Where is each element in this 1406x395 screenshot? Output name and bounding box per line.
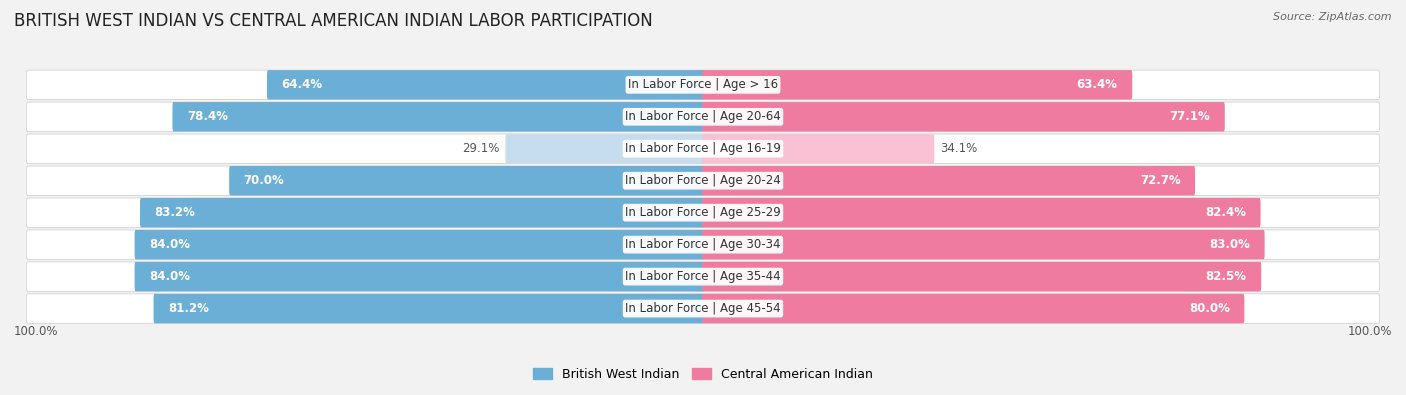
Text: 78.4%: 78.4% xyxy=(187,110,228,123)
FancyBboxPatch shape xyxy=(27,262,1379,292)
Text: 83.0%: 83.0% xyxy=(1209,238,1250,251)
Text: 34.1%: 34.1% xyxy=(941,142,977,155)
Text: 82.5%: 82.5% xyxy=(1206,270,1247,283)
FancyBboxPatch shape xyxy=(135,262,704,292)
FancyBboxPatch shape xyxy=(27,166,1379,196)
Text: 84.0%: 84.0% xyxy=(149,270,190,283)
FancyBboxPatch shape xyxy=(153,294,704,323)
FancyBboxPatch shape xyxy=(267,70,704,100)
Text: 63.4%: 63.4% xyxy=(1077,78,1118,91)
FancyBboxPatch shape xyxy=(27,198,1379,228)
Text: In Labor Force | Age 45-54: In Labor Force | Age 45-54 xyxy=(626,302,780,315)
FancyBboxPatch shape xyxy=(702,294,1244,323)
Text: 83.2%: 83.2% xyxy=(155,206,195,219)
Text: BRITISH WEST INDIAN VS CENTRAL AMERICAN INDIAN LABOR PARTICIPATION: BRITISH WEST INDIAN VS CENTRAL AMERICAN … xyxy=(14,12,652,30)
FancyBboxPatch shape xyxy=(27,134,1379,164)
Text: 82.4%: 82.4% xyxy=(1205,206,1246,219)
Text: 100.0%: 100.0% xyxy=(1347,325,1392,338)
FancyBboxPatch shape xyxy=(229,166,704,196)
FancyBboxPatch shape xyxy=(702,134,935,164)
FancyBboxPatch shape xyxy=(27,230,1379,260)
FancyBboxPatch shape xyxy=(702,102,1225,132)
Text: 80.0%: 80.0% xyxy=(1189,302,1230,315)
FancyBboxPatch shape xyxy=(702,198,1261,228)
FancyBboxPatch shape xyxy=(702,70,1132,100)
Text: In Labor Force | Age 20-24: In Labor Force | Age 20-24 xyxy=(626,174,780,187)
Text: 77.1%: 77.1% xyxy=(1170,110,1211,123)
Text: In Labor Force | Age 35-44: In Labor Force | Age 35-44 xyxy=(626,270,780,283)
FancyBboxPatch shape xyxy=(27,102,1379,132)
Text: 70.0%: 70.0% xyxy=(243,174,284,187)
Text: 29.1%: 29.1% xyxy=(463,142,499,155)
Text: 72.7%: 72.7% xyxy=(1140,174,1181,187)
FancyBboxPatch shape xyxy=(702,262,1261,292)
Legend: British West Indian, Central American Indian: British West Indian, Central American In… xyxy=(529,363,877,386)
Text: 64.4%: 64.4% xyxy=(281,78,322,91)
Text: In Labor Force | Age 16-19: In Labor Force | Age 16-19 xyxy=(626,142,780,155)
FancyBboxPatch shape xyxy=(141,198,704,228)
FancyBboxPatch shape xyxy=(173,102,704,132)
Text: Source: ZipAtlas.com: Source: ZipAtlas.com xyxy=(1274,12,1392,22)
Text: In Labor Force | Age > 16: In Labor Force | Age > 16 xyxy=(628,78,778,91)
FancyBboxPatch shape xyxy=(27,70,1379,100)
FancyBboxPatch shape xyxy=(505,134,704,164)
Text: 100.0%: 100.0% xyxy=(14,325,59,338)
Text: 81.2%: 81.2% xyxy=(169,302,209,315)
Text: 84.0%: 84.0% xyxy=(149,238,190,251)
FancyBboxPatch shape xyxy=(702,166,1195,196)
Text: In Labor Force | Age 25-29: In Labor Force | Age 25-29 xyxy=(626,206,780,219)
FancyBboxPatch shape xyxy=(27,294,1379,323)
Text: In Labor Force | Age 20-64: In Labor Force | Age 20-64 xyxy=(626,110,780,123)
Text: In Labor Force | Age 30-34: In Labor Force | Age 30-34 xyxy=(626,238,780,251)
FancyBboxPatch shape xyxy=(702,230,1264,260)
FancyBboxPatch shape xyxy=(135,230,704,260)
